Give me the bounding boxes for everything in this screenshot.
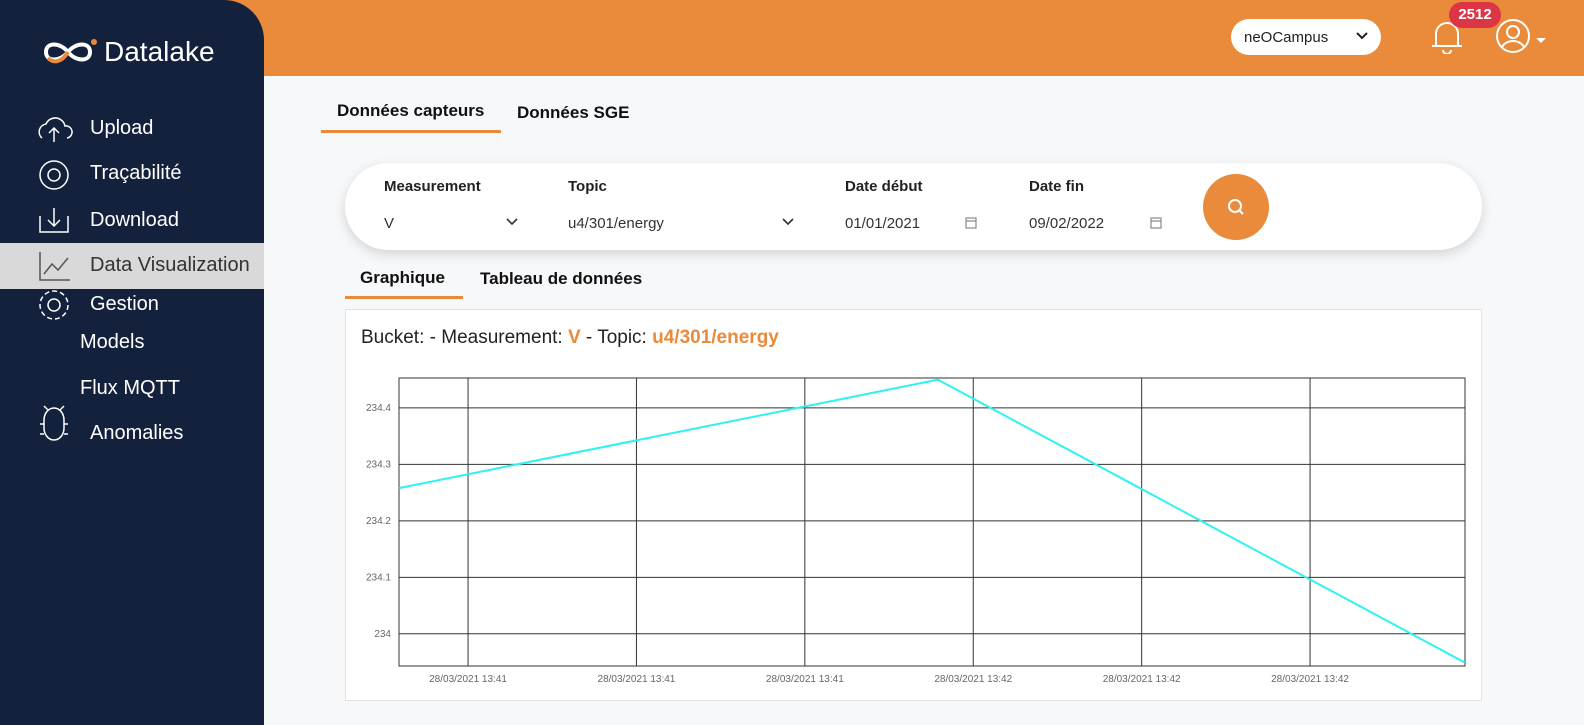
y-tick-label: 234.1 xyxy=(366,572,391,583)
active-highlight xyxy=(0,243,264,289)
x-tick-label: 28/03/2021 13:42 xyxy=(1271,674,1349,685)
tab-underline xyxy=(345,296,463,299)
filter-value[interactable]: u4/301/energy xyxy=(568,215,664,232)
chart-title: Bucket: - Measurement: V - Topic: u4/301… xyxy=(361,327,779,349)
filter-label: Topic xyxy=(568,178,607,195)
sidebar: Datalake Upload Traçabilité Download Dat… xyxy=(0,0,264,725)
filter-label: Date début xyxy=(845,178,923,195)
nav-item[interactable]: Anomalies xyxy=(90,422,184,444)
logo-icon xyxy=(43,39,97,64)
tab[interactable]: Données capteurs xyxy=(337,101,485,120)
nav-icons xyxy=(38,117,73,441)
notification-badge: 2512 xyxy=(1449,2,1501,28)
filter-icons xyxy=(506,174,1269,240)
y-tick-label: 234.2 xyxy=(366,516,391,527)
filter-label: Date fin xyxy=(1029,178,1085,195)
title-measurement: V xyxy=(567,327,581,348)
tab-underline xyxy=(321,130,501,133)
filter-value[interactable]: 01/01/2021 xyxy=(845,215,921,232)
logo-text: Datalake xyxy=(104,36,215,67)
nav-subitem[interactable]: Models xyxy=(80,331,145,353)
plot-frame xyxy=(398,377,1466,667)
bell-icon[interactable] xyxy=(1430,18,1464,54)
nav-item[interactable]: Data Visualization xyxy=(90,254,250,276)
filter-value[interactable]: 09/02/2022 xyxy=(1029,215,1105,232)
view-tab[interactable]: Graphique xyxy=(360,268,446,287)
x-tick-label: 28/03/2021 13:42 xyxy=(1103,674,1181,685)
x-tick-label: 28/03/2021 13:41 xyxy=(766,674,844,685)
y-tick-label: 234.3 xyxy=(366,459,391,470)
chart: 234 234.1 234.2 234.3 234.4 28/03/2021 13:41 2… xyxy=(366,377,1466,685)
avatar-menu[interactable] xyxy=(1494,17,1550,55)
view-tab[interactable]: Tableau de données xyxy=(480,269,643,288)
project-name: neOCampus xyxy=(1244,29,1329,46)
nav-item[interactable]: Upload xyxy=(90,117,154,139)
title-topic: u4/301/energy xyxy=(652,327,779,348)
y-tick-label: 234 xyxy=(374,629,391,640)
filter-bar xyxy=(345,163,1482,250)
x-tick-label: 28/03/2021 13:41 xyxy=(429,674,507,685)
x-tick-label: 28/03/2021 13:42 xyxy=(934,674,1012,685)
data-line xyxy=(398,378,1466,664)
title-part: Bucket: - Measurement: xyxy=(361,327,568,348)
nav-item[interactable]: Gestion xyxy=(90,293,159,315)
nav-item[interactable]: Traçabilité xyxy=(90,162,182,184)
y-tick-label: 234.4 xyxy=(366,403,391,414)
nav-subitem[interactable]: Flux MQTT xyxy=(80,377,180,399)
x-tick-label: 28/03/2021 13:41 xyxy=(598,674,676,685)
chevron xyxy=(1356,32,1368,40)
filter-label: Measurement xyxy=(384,178,481,195)
chart-card xyxy=(345,309,1482,701)
filter-value[interactable]: V xyxy=(384,215,395,232)
project-select[interactable]: neOCampus xyxy=(1231,19,1381,55)
title-part: - Topic: xyxy=(580,327,653,348)
nav-item[interactable]: Download xyxy=(90,209,179,231)
tab[interactable]: Données SGE xyxy=(517,103,630,122)
